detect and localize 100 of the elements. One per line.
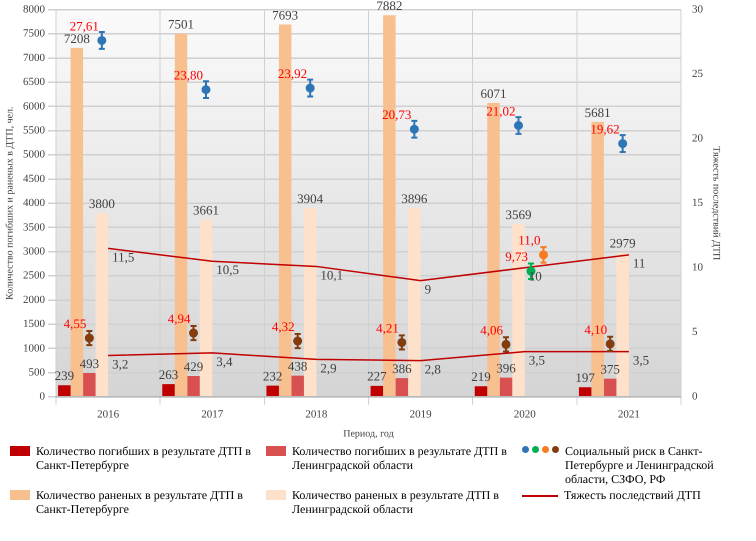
data-label: 5681 xyxy=(584,104,611,120)
data-label: 11,5 xyxy=(112,249,134,264)
data-label: 375 xyxy=(600,362,620,377)
legend-label: Количество погибших в результате ДТП в Санкт-Петербурге xyxy=(36,444,252,472)
data-label: 23,92 xyxy=(278,66,308,81)
y2-tick-label: 5 xyxy=(692,326,698,338)
data-label: 11 xyxy=(632,256,646,271)
bar xyxy=(291,376,304,396)
data-label: 239 xyxy=(54,368,74,384)
data-label: 3,5 xyxy=(528,352,545,368)
bar xyxy=(396,378,408,396)
y-tick-label: 5000 xyxy=(23,148,46,161)
y-tick-label: 7500 xyxy=(23,28,46,40)
legend-label: Количество погибших в результате ДТП в Ленинградской области xyxy=(292,444,508,472)
data-label: 4,10 xyxy=(584,322,608,337)
legend-label: Количество раненых в результате ДТП в Ленинградской области xyxy=(292,488,500,516)
y-tick-label: 7000 xyxy=(23,52,46,64)
data-label: 197 xyxy=(575,370,596,386)
y2-axis-title: Тяжесть последствий ДТП xyxy=(710,146,722,260)
data-label: 4,21 xyxy=(376,320,399,336)
data-label: 7501 xyxy=(168,16,194,32)
x-tick-label: 2020 xyxy=(514,408,536,420)
y-axis-title: Количество погибших и раненых в ДТП, чел. xyxy=(4,106,16,300)
data-label: 3,2 xyxy=(112,356,128,372)
data-label: 227 xyxy=(367,368,388,384)
legend-label: Количество раненых в результате ДТП в Санкт-Петербурге xyxy=(36,488,244,516)
y-tick-label: 4500 xyxy=(23,172,46,185)
data-label: 7693 xyxy=(272,7,298,22)
bar xyxy=(162,384,175,396)
x-tick-label: 2016 xyxy=(97,408,120,420)
data-label: 493 xyxy=(80,356,100,371)
y2-tick-label: 30 xyxy=(692,3,704,16)
data-label: 23,80 xyxy=(174,68,203,83)
bar xyxy=(370,386,384,396)
x-axis-title: Период, год xyxy=(343,428,394,440)
bar xyxy=(474,386,488,396)
data-label: 7882 xyxy=(376,0,402,14)
y-tick-label: 500 xyxy=(28,366,46,378)
y-tick-label: 1500 xyxy=(23,318,46,330)
x-tick-label: 2019 xyxy=(410,408,432,420)
data-label: 3904 xyxy=(297,190,324,206)
data-label: 429 xyxy=(184,358,204,374)
y-tick-label: 6500 xyxy=(23,76,46,88)
data-label: 263 xyxy=(158,366,178,382)
bar xyxy=(187,376,200,396)
data-label: 10,5 xyxy=(216,262,239,278)
legend-label: Социальный риск в Санкт-Петербурге и Ленинградской области, СЗФО, РФ xyxy=(565,444,715,486)
y-tick-label: 5500 xyxy=(23,124,46,136)
data-label: 4,32 xyxy=(272,318,295,334)
y-tick-label: 3500 xyxy=(23,221,46,234)
data-label: 4,55 xyxy=(64,316,86,331)
bar xyxy=(500,378,512,396)
bar xyxy=(604,378,616,396)
x-tick-label: 2017 xyxy=(201,408,224,420)
y2-tick-label: 25 xyxy=(692,68,704,80)
data-label: 4,06 xyxy=(480,322,504,338)
data-label: 3800 xyxy=(88,196,115,211)
data-label: 11,0 xyxy=(518,232,540,248)
y2-tick-label: 15 xyxy=(692,197,704,210)
bar xyxy=(266,386,279,396)
y-tick-label: 2000 xyxy=(23,294,46,306)
data-label: 2,8 xyxy=(424,362,441,377)
data-label: 21,02 xyxy=(486,103,516,118)
y-tick-label: 3000 xyxy=(23,245,46,258)
data-label: 3,5 xyxy=(632,352,650,368)
bar xyxy=(83,372,96,396)
y-tick-label: 6000 xyxy=(23,100,46,112)
bar xyxy=(578,387,592,396)
data-label: 6071 xyxy=(480,86,506,101)
legend-label: Тяжесть последствий ДТП xyxy=(564,488,701,502)
y2-tick-label: 10 xyxy=(692,262,704,274)
data-label: 219 xyxy=(471,369,491,384)
y-tick-label: 0 xyxy=(40,390,46,403)
data-label: 2979 xyxy=(610,236,636,251)
y-tick-label: 2500 xyxy=(23,270,46,282)
y-tick-label: 8000 xyxy=(23,3,46,16)
x-tick-label: 2018 xyxy=(305,408,328,420)
data-label: 27,61 xyxy=(70,18,99,34)
x-tick-label: 2021 xyxy=(618,408,640,420)
data-label: 7208 xyxy=(64,30,90,46)
data-label: 396 xyxy=(496,360,516,376)
data-label: 10,1 xyxy=(320,267,344,282)
data-label: 3896 xyxy=(401,191,428,206)
data-label: 3661 xyxy=(193,202,219,218)
data-label: 3,4 xyxy=(216,354,233,369)
data-label: 4,94 xyxy=(168,310,191,326)
data-label: 3569 xyxy=(506,206,532,222)
y2-tick-label: 0 xyxy=(692,390,698,403)
data-label: 20,73 xyxy=(382,107,412,122)
y-tick-label: 1000 xyxy=(23,342,46,354)
data-label: 9,73 xyxy=(505,249,528,264)
data-label: 438 xyxy=(288,358,308,374)
data-label: 386 xyxy=(392,361,412,376)
y-tick-label: 4000 xyxy=(23,197,46,210)
data-label: 232 xyxy=(262,368,282,384)
data-label: 2,9 xyxy=(320,360,337,376)
data-label: 9 xyxy=(424,282,432,297)
y2-tick-label: 20 xyxy=(692,132,704,145)
data-label: 19,62 xyxy=(590,121,620,136)
bar xyxy=(58,385,71,396)
